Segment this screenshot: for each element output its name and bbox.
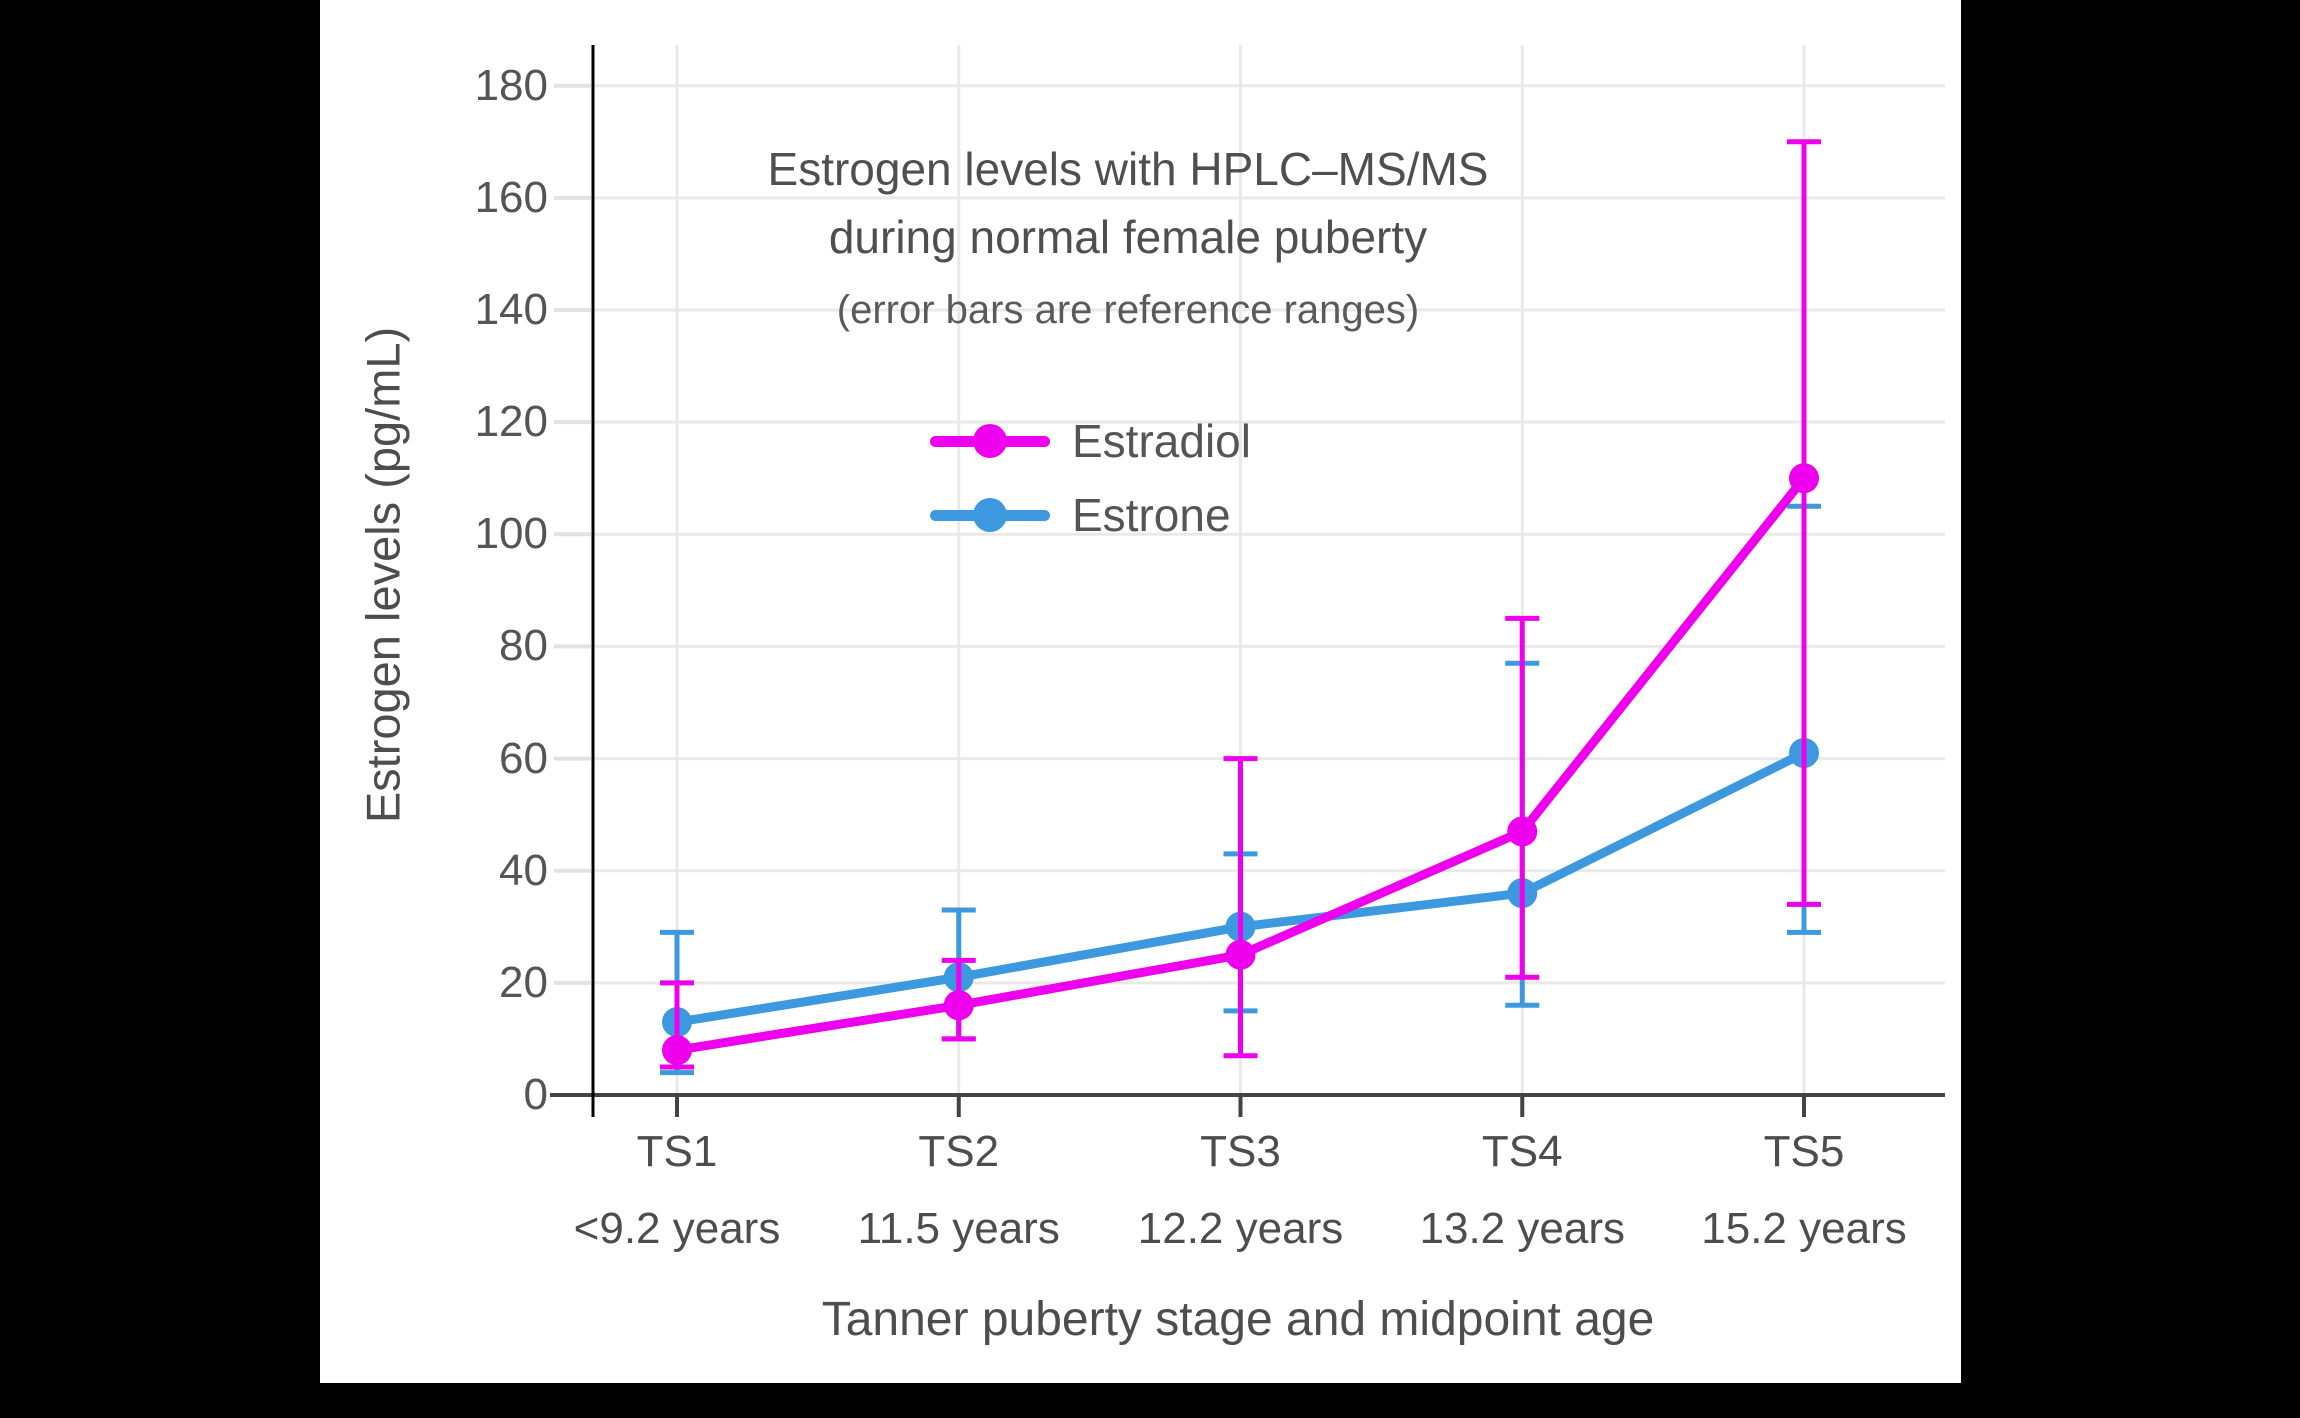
x-axis-title: Tanner puberty stage and midpoint age <box>821 1293 1655 1346</box>
legend-label-estrone: Estrone <box>1072 489 1231 541</box>
y-tick-label: 40 <box>499 845 548 895</box>
y-tick-label: 0 <box>523 1070 548 1119</box>
y-tick-label: 140 <box>474 285 548 334</box>
axes <box>550 45 1945 1117</box>
y-tick-label: 180 <box>474 60 548 110</box>
y-tick-label: 20 <box>499 957 548 1007</box>
legend-item-estradiol: Estradiol <box>930 415 1251 467</box>
data-point-estradiol <box>662 1035 692 1066</box>
y-tick-label: 100 <box>474 509 548 559</box>
chart-plot-area <box>550 45 1945 1117</box>
y-tick-label: 60 <box>499 733 548 783</box>
data-point-estradiol <box>943 990 974 1021</box>
y-axis-title: Estrogen levels (pg/mL) <box>356 326 410 824</box>
chart-card: Estrogen levels with HPLC–MS/MS during n… <box>320 0 1961 1383</box>
estrone-marker-icon <box>973 498 1007 532</box>
x-tick-age-label: 15.2 years <box>1701 1204 1907 1253</box>
x-tick-stage-label: TS2 <box>918 1127 1000 1176</box>
x-tick-stage-label: TS5 <box>1763 1127 1845 1176</box>
chart-subtitle: (error bars are reference ranges) <box>836 288 1420 332</box>
series-estradiol <box>660 139 1821 1070</box>
x-tick-age-label: 13.2 years <box>1419 1204 1625 1253</box>
chart-title-line1: Estrogen levels with HPLC–MS/MS <box>767 143 1489 195</box>
x-tick-stage-label: TS1 <box>636 1127 718 1176</box>
estrone-line-swatch-icon <box>930 498 1050 532</box>
legend: Estradiol Estrone <box>930 415 1251 541</box>
x-tick-age-label: <9.2 years <box>573 1204 781 1253</box>
legend-label-estradiol: Estradiol <box>1072 415 1251 467</box>
x-tick-stage-label: TS3 <box>1200 1127 1281 1176</box>
estradiol-line-swatch-icon <box>930 424 1050 458</box>
legend-item-estrone: Estrone <box>930 489 1251 541</box>
x-tick-age-label: 12.2 years <box>1137 1204 1344 1253</box>
y-tick-label: 160 <box>474 172 548 222</box>
data-point-estradiol <box>1507 816 1538 847</box>
chart-title-line2: during normal female puberty <box>828 211 1428 263</box>
y-tick-label: 80 <box>499 621 548 671</box>
estradiol-marker-icon <box>973 424 1007 458</box>
data-point-estradiol <box>1789 463 1819 494</box>
data-point-estradiol <box>1225 939 1256 970</box>
y-tick-label: 120 <box>474 397 548 447</box>
gridlines <box>554 45 1945 1095</box>
x-tick-stage-label: TS4 <box>1481 1127 1563 1176</box>
x-tick-age-label: 11.5 years <box>857 1204 1060 1253</box>
